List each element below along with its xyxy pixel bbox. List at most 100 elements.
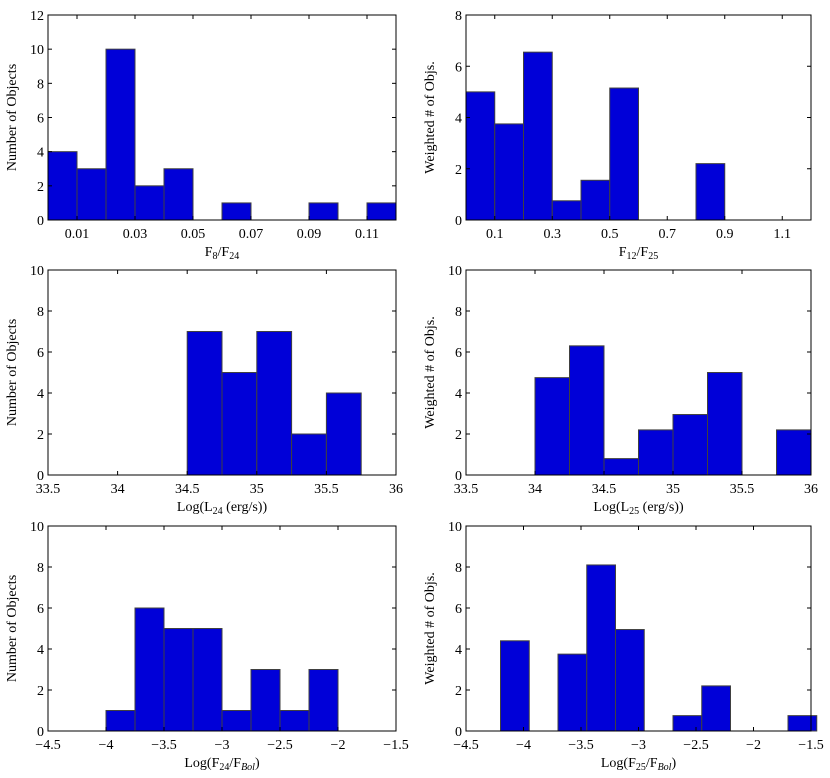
x-tick-label: 36 [389,482,403,497]
histogram-bar [776,429,812,476]
x-tick-label: 0.1 [486,227,504,242]
histogram-bar [494,123,524,221]
y-tick-label: 8 [37,561,44,576]
y-tick-label: 6 [455,346,462,361]
y-tick-label: 6 [37,346,44,361]
y-tick-label: 6 [455,60,462,75]
x-tick-label: 0.09 [297,227,322,242]
histogram-bar [105,48,136,221]
histogram-bar [672,414,708,476]
x-axis-title-subscript: 12 [627,251,637,262]
x-tick-label: 33.5 [36,482,61,497]
histogram-bar [325,392,362,476]
histogram-bar [465,91,496,221]
histogram-bar [557,653,588,732]
histogram-bar [707,372,743,476]
histogram-bar [523,51,553,221]
x-tick-label: 34.5 [175,482,200,497]
y-tick-label: 10 [448,264,462,279]
y-tick-label: 6 [37,112,44,127]
y-tick-label: 4 [455,387,462,402]
x-tick-label: 0.11 [355,227,379,242]
y-tick-label: 8 [455,561,462,576]
histogram-bar [279,710,310,732]
histogram-bar [701,685,731,732]
x-tick-label: −1.5 [383,738,408,753]
histogram-bar [291,433,327,476]
histogram-bar [672,715,703,732]
x-axis-title-subscript: 8 [213,251,218,262]
panel-2: 0.1 0.3 0.5 0.7 0.9 1.1 0 2 4 6 8 Weighted # of Obj… [423,9,812,262]
y-tick-label: 8 [455,305,462,320]
plot-frame [465,269,812,476]
x-axis-title-part: /F [637,245,649,260]
panel-1: 0.01 0.03 0.05 0.07 0.09 0.11024681012Number … [5,9,397,262]
x-axis-title-part: /F [646,756,658,771]
x-axis-title-part: F [619,245,627,260]
histogram-bar [250,669,281,732]
x-axis-title-part: Log(L [177,500,213,515]
histogram-bar [308,669,339,732]
x-tick-label: 35.5 [730,482,755,497]
histogram-bar [221,202,252,221]
histogram-bar [615,629,645,732]
x-tick-label: 0.5 [601,227,619,242]
x-tick-label: −4 [516,738,531,753]
plot-frame [47,269,397,476]
y-axis-title: Weighted # of Objs. [423,61,438,173]
x-tick-label: −3.5 [151,738,176,753]
x-axis-title-part: (erg/s)) [223,500,268,515]
y-tick-label: 10 [30,43,44,58]
y-tick-label: 2 [455,684,462,699]
x-axis-title-subscript: Bol [241,762,255,773]
x-tick-label: −1.5 [798,738,823,753]
x-tick-label: 34 [528,482,542,497]
x-tick-label: −4.5 [453,738,478,753]
x-tick-label: −2 [746,738,761,753]
histogram-bar [163,168,194,221]
x-axis-title-subscript: 25 [629,506,639,517]
x-tick-label: 0.9 [716,227,734,242]
histogram-bar [603,458,639,476]
histogram-bar [695,163,726,221]
histogram-bar [76,168,107,221]
y-tick-label: 0 [455,725,462,740]
x-axis-title: Log(F25/FBol) [601,756,677,773]
histogram-bar [308,202,339,221]
histogram-bar [192,628,223,732]
histogram-bar [580,179,611,221]
x-axis-title-part: F [205,245,213,260]
histogram-bar [609,87,639,221]
y-axis-title: Weighted # of Objs. [423,316,438,428]
x-axis-title-subscript: Bol [658,762,672,773]
x-tick-label: 0.7 [659,227,677,242]
y-tick-label: 2 [37,180,44,195]
y-axis-title: Number of Objects [5,319,20,426]
y-tick-label: 2 [455,163,462,178]
y-tick-label: 8 [37,305,44,320]
histogram-bar [47,151,78,221]
y-tick-label: 0 [37,469,44,484]
x-tick-label: 34.5 [592,482,617,497]
y-tick-label: 8 [37,77,44,92]
y-tick-label: 2 [37,428,44,443]
x-tick-label: −3 [215,738,230,753]
x-tick-label: −3 [631,738,646,753]
y-tick-label: 4 [455,643,462,658]
y-tick-label: 6 [37,602,44,617]
histogram-bar [134,185,165,221]
x-axis-title: Log(L24 (erg/s)) [177,500,268,517]
x-tick-label: 34 [111,482,125,497]
y-tick-label: 10 [448,520,462,535]
x-axis-title: Log(F24/FBol) [184,756,260,773]
x-tick-label: −2.5 [683,738,708,753]
histogram-bar [534,377,570,476]
panel-4: 33.5 34 34.5 35 35.5 36 0 2 4 6 8 10 Weighted # of O… [423,264,818,517]
x-tick-label: −2.5 [267,738,292,753]
y-tick-label: 8 [455,9,462,24]
x-tick-label: −4 [99,738,114,753]
x-axis-title: F8/F24 [205,245,239,262]
histogram-bar [221,710,252,732]
histogram-bar [366,202,397,221]
